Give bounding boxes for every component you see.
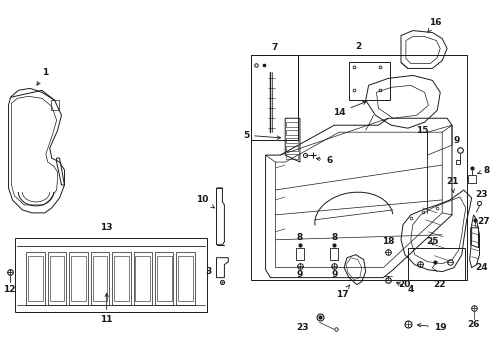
Bar [286, 154, 298, 159]
Bar [155, 252, 173, 305]
Text: 23: 23 [296, 323, 309, 332]
Text: 15: 15 [416, 126, 429, 135]
Text: 23: 23 [475, 190, 488, 199]
Bar [48, 252, 66, 305]
Bar [157, 256, 172, 301]
Text: 26: 26 [467, 320, 480, 329]
Text: 24: 24 [475, 263, 488, 272]
Bar [251, 55, 298, 140]
Text: 1: 1 [37, 68, 48, 85]
Bar [114, 256, 128, 301]
Text: 9: 9 [454, 136, 460, 145]
Text: 10: 10 [196, 195, 215, 208]
Bar [251, 55, 467, 280]
Bar [408, 248, 465, 280]
Text: 6: 6 [317, 156, 333, 165]
Bar [93, 256, 107, 301]
Text: 5: 5 [243, 131, 281, 140]
Bar [349, 62, 390, 100]
Text: 20: 20 [399, 280, 411, 289]
Bar [286, 146, 298, 151]
Text: 18: 18 [382, 237, 394, 246]
Bar [28, 256, 43, 301]
Text: 14: 14 [333, 101, 366, 117]
Text: 13: 13 [100, 223, 113, 232]
Text: 3: 3 [206, 267, 212, 276]
Bar [51, 100, 59, 110]
Text: 8: 8 [331, 233, 338, 242]
Text: 9: 9 [297, 270, 303, 279]
Bar [178, 256, 193, 301]
Text: 12: 12 [3, 285, 16, 294]
Bar [26, 252, 45, 305]
Bar [49, 256, 64, 301]
Text: 2: 2 [356, 42, 362, 51]
Bar [91, 252, 109, 305]
Bar [286, 130, 298, 135]
Bar [133, 252, 152, 305]
Text: 7: 7 [271, 43, 278, 52]
Bar [112, 252, 130, 305]
Bar [71, 256, 86, 301]
Text: 19: 19 [417, 323, 446, 332]
Text: 25: 25 [426, 237, 439, 246]
Text: 27: 27 [477, 217, 490, 226]
Bar [176, 252, 195, 305]
Bar [286, 122, 298, 127]
Text: 8: 8 [478, 166, 490, 175]
Bar [135, 256, 150, 301]
Text: 21: 21 [446, 177, 458, 192]
Text: 11: 11 [100, 293, 113, 324]
Text: 16: 16 [428, 18, 441, 32]
Text: 17: 17 [336, 285, 350, 299]
Text: 4: 4 [396, 282, 414, 294]
Text: 9: 9 [331, 270, 338, 279]
Text: 8: 8 [297, 233, 303, 242]
Bar [286, 138, 298, 143]
Text: 22: 22 [433, 280, 445, 289]
Bar [69, 252, 88, 305]
